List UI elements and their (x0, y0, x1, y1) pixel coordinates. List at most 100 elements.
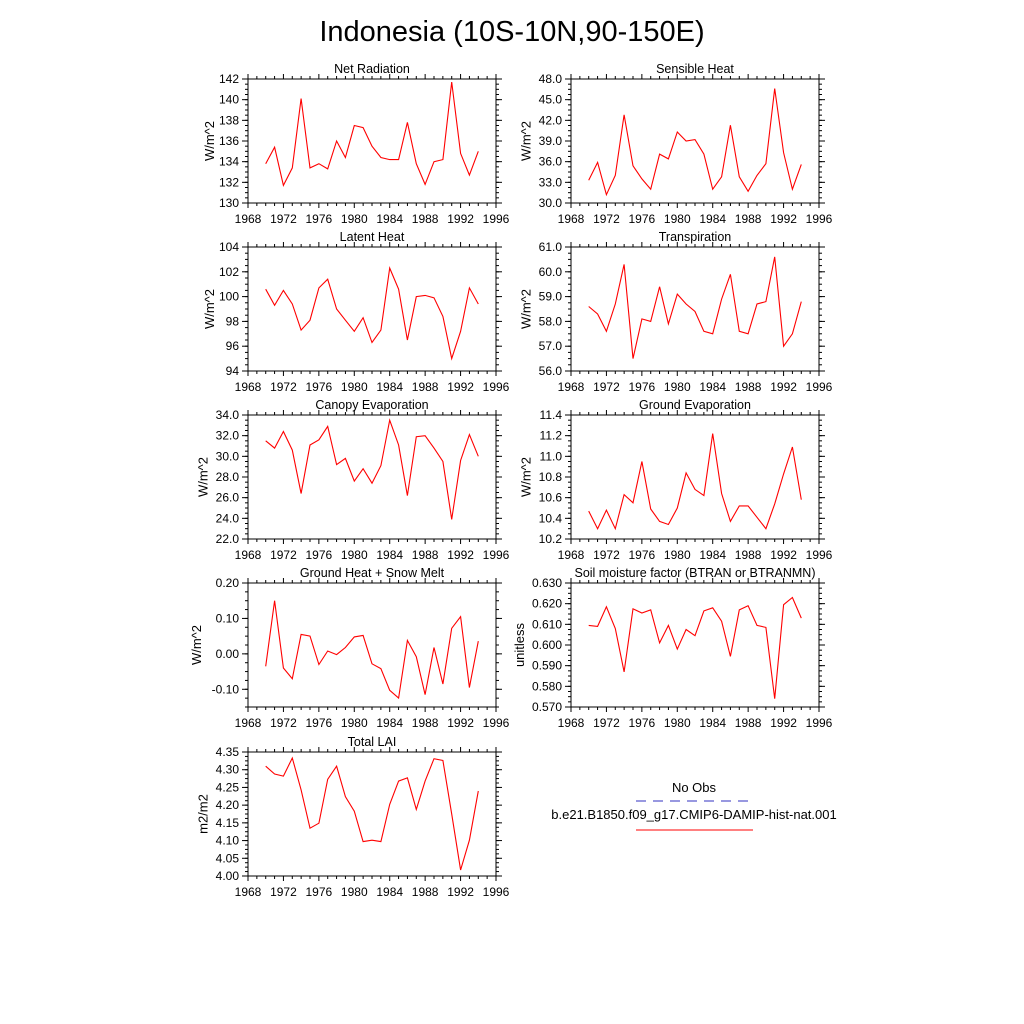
panel-3: Latent Heat 1968 1972 1976 1980 1984 1988 1992 1… (202, 230, 509, 394)
x-tick-label: 1980 (664, 212, 691, 226)
x-tick-label: 1980 (341, 548, 368, 562)
y-tick-label: 102 (219, 265, 239, 279)
y-tick-label: 132 (219, 175, 239, 189)
x-tick-label: 1976 (629, 548, 656, 562)
y-tick-label: 10.2 (539, 532, 563, 546)
panel-title: Ground Evaporation (639, 398, 751, 412)
x-tick-label: 1988 (412, 380, 439, 394)
y-tick-label: 100 (219, 290, 239, 304)
y-tick-label: 10.8 (539, 470, 563, 484)
y-tick-label: 48.0 (539, 72, 563, 86)
y-tick-label: 0.600 (532, 638, 562, 652)
panel-title: Canopy Evaporation (315, 398, 428, 412)
y-tick-label: 4.00 (216, 869, 240, 883)
panel-title: Soil moisture factor (BTRAN or BTRANMN) (574, 566, 815, 580)
x-tick-label: 1972 (270, 885, 297, 899)
x-tick-label: 1996 (806, 380, 833, 394)
x-tick-label: 1988 (735, 548, 762, 562)
y-tick-label: 61.0 (539, 240, 563, 254)
y-tick-label: 22.0 (216, 532, 240, 546)
panel-4: Transpiration 1968 1972 1976 1980 1984 1988 199… (519, 230, 833, 394)
x-tick-label: 1992 (447, 380, 474, 394)
x-tick-label: 1996 (483, 212, 510, 226)
x-tick-label: 1988 (735, 212, 762, 226)
x-tick-label: 1984 (699, 716, 726, 730)
x-tick-label: 1972 (270, 548, 297, 562)
y-tick-label: 104 (219, 240, 239, 254)
x-tick-label: 1984 (376, 716, 403, 730)
y-axis-label: W/m^2 (202, 289, 217, 329)
panel-title: Net Radiation (334, 62, 410, 76)
x-tick-label: 1980 (664, 548, 691, 562)
x-tick-label: 1992 (447, 548, 474, 562)
y-axis-label: W/m^2 (519, 121, 534, 161)
y-tick-label: 96 (226, 339, 240, 353)
series-line-1 (588, 88, 802, 197)
y-tick-label: 26.0 (216, 491, 240, 505)
legend-model-label: b.e21.B1850.f09_g17.CMIP6-DAMIP-hist-nat… (551, 807, 836, 822)
panel-title: Ground Heat + Snow Melt (300, 566, 445, 580)
panel-8: Soil moisture factor (BTRAN or BTRANMN) 1… (512, 566, 833, 730)
y-axis-label: m2/m2 (196, 794, 211, 834)
y-tick-label: 0.00 (216, 647, 240, 661)
panel-title: Transpiration (659, 230, 732, 244)
x-tick-label: 1996 (483, 716, 510, 730)
x-tick-label: 1980 (341, 380, 368, 394)
x-tick-label: 1996 (483, 548, 510, 562)
y-tick-label: 0.630 (532, 576, 562, 590)
panel-7: Ground Heat + Snow Melt 1968 1972 1976 1980 1… (189, 566, 510, 730)
x-tick-label: 1976 (306, 380, 333, 394)
x-tick-label: 1988 (412, 212, 439, 226)
series-line-1 (588, 596, 802, 699)
x-tick-label: 1984 (699, 212, 726, 226)
x-tick-label: 1984 (699, 380, 726, 394)
x-tick-label: 1996 (483, 885, 510, 899)
y-tick-label: 130 (219, 196, 239, 210)
x-tick-label: 1980 (341, 716, 368, 730)
x-tick-label: 1992 (770, 380, 797, 394)
y-axis-label: unitless (512, 622, 527, 667)
y-tick-label: 0.10 (216, 611, 240, 625)
y-tick-label: 0.610 (532, 617, 562, 631)
x-tick-label: 1984 (376, 380, 403, 394)
y-tick-label: 4.05 (216, 851, 240, 865)
y-tick-label: 58.0 (539, 314, 563, 328)
x-tick-label: 1968 (558, 716, 585, 730)
x-tick-label: 1992 (770, 212, 797, 226)
figure-title: Indonesia (10S-10N,90-150E) (319, 16, 704, 48)
series-line-1 (265, 266, 479, 361)
y-tick-label: 4.10 (216, 834, 240, 848)
y-tick-label: 32.0 (216, 429, 240, 443)
x-tick-label: 1984 (376, 212, 403, 226)
panels: Net Radiation 1968 1972 1976 1980 1984 1988 199… (189, 62, 833, 899)
series-line-1 (588, 433, 802, 531)
x-tick-label: 1980 (664, 380, 691, 394)
y-tick-label: 36.0 (539, 155, 563, 169)
y-tick-label: 10.4 (539, 511, 563, 525)
x-tick-label: 1996 (806, 548, 833, 562)
y-tick-label: 138 (219, 113, 239, 127)
y-tick-label: 4.25 (216, 780, 240, 794)
y-tick-label: 4.15 (216, 816, 240, 830)
x-tick-label: 1988 (412, 885, 439, 899)
y-tick-label: 11.2 (540, 429, 563, 443)
y-tick-label: 45.0 (539, 93, 563, 107)
y-tick-label: 10.6 (539, 491, 563, 505)
y-tick-label: 0.20 (216, 576, 240, 590)
x-tick-label: 1968 (235, 380, 262, 394)
x-tick-label: 1984 (376, 885, 403, 899)
y-axis-label: W/m^2 (519, 457, 534, 497)
x-tick-label: 1968 (235, 716, 262, 730)
series-line-1 (265, 756, 479, 871)
panel-6: Ground Evaporation 1968 1972 1976 1980 1984 19… (519, 398, 833, 562)
x-tick-label: 1992 (447, 212, 474, 226)
x-tick-label: 1968 (235, 548, 262, 562)
y-tick-label: 94 (226, 364, 240, 378)
x-tick-label: 1972 (270, 716, 297, 730)
x-tick-label: 1980 (341, 885, 368, 899)
y-tick-label: 60.0 (539, 265, 563, 279)
panel-title: Sensible Heat (656, 62, 734, 76)
y-axis-label: W/m^2 (202, 121, 217, 161)
x-tick-label: 1972 (593, 716, 620, 730)
